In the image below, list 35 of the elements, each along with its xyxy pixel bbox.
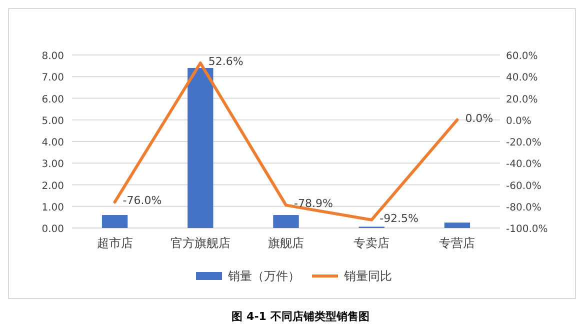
data-label: 0.0%: [465, 112, 494, 125]
y-tick-label: 6.00: [42, 94, 64, 106]
y2-tick-label: -20.0%: [506, 138, 542, 148]
y-tick-label: 3.00: [42, 159, 64, 170]
x-tick-label: 官方旗舰店: [170, 236, 230, 250]
y2-tick-label: 60.0%: [506, 51, 538, 62]
x-tick-label: 专营店: [439, 236, 476, 250]
y2-tick-label: -40.0%: [506, 159, 542, 170]
x-tick-label: 专卖店: [354, 236, 390, 250]
bar: [188, 68, 214, 228]
y-tick-label: 4.00: [42, 138, 64, 148]
y2-tick-label: -60.0%: [506, 180, 542, 192]
y-tick-label: 1.00: [42, 202, 64, 214]
bar: [273, 215, 299, 228]
y-tick-label: 0.00: [42, 224, 64, 235]
y2-tick-label: -80.0%: [506, 202, 542, 214]
legend-label: 销量同比: [343, 269, 392, 283]
y-tick-label: 5.00: [42, 116, 64, 127]
y-tick-label: 2.00: [42, 180, 64, 192]
data-label: -92.5%: [380, 212, 419, 225]
bar: [102, 215, 128, 228]
bar: [444, 222, 470, 228]
y2-tick-label: 0.0%: [506, 116, 532, 127]
data-label: -78.9%: [294, 197, 333, 210]
y-tick-label: 8.00: [42, 51, 64, 62]
data-label: 52.6%: [208, 55, 244, 68]
y2-tick-label: 40.0%: [506, 72, 538, 84]
x-tick-label: 旗舰店: [268, 236, 304, 250]
data-label: -76.0%: [122, 194, 162, 208]
legend-label: 销量（万件）: [227, 269, 300, 283]
caption: 图 4-1 不同店铺类型销售图: [232, 310, 370, 323]
x-tick-label: 超市店: [96, 236, 133, 250]
y-tick-label: 7.00: [42, 72, 64, 84]
y2-tick-label: -100.0%: [506, 224, 548, 235]
y2-tick-label: 20.0%: [506, 94, 538, 106]
